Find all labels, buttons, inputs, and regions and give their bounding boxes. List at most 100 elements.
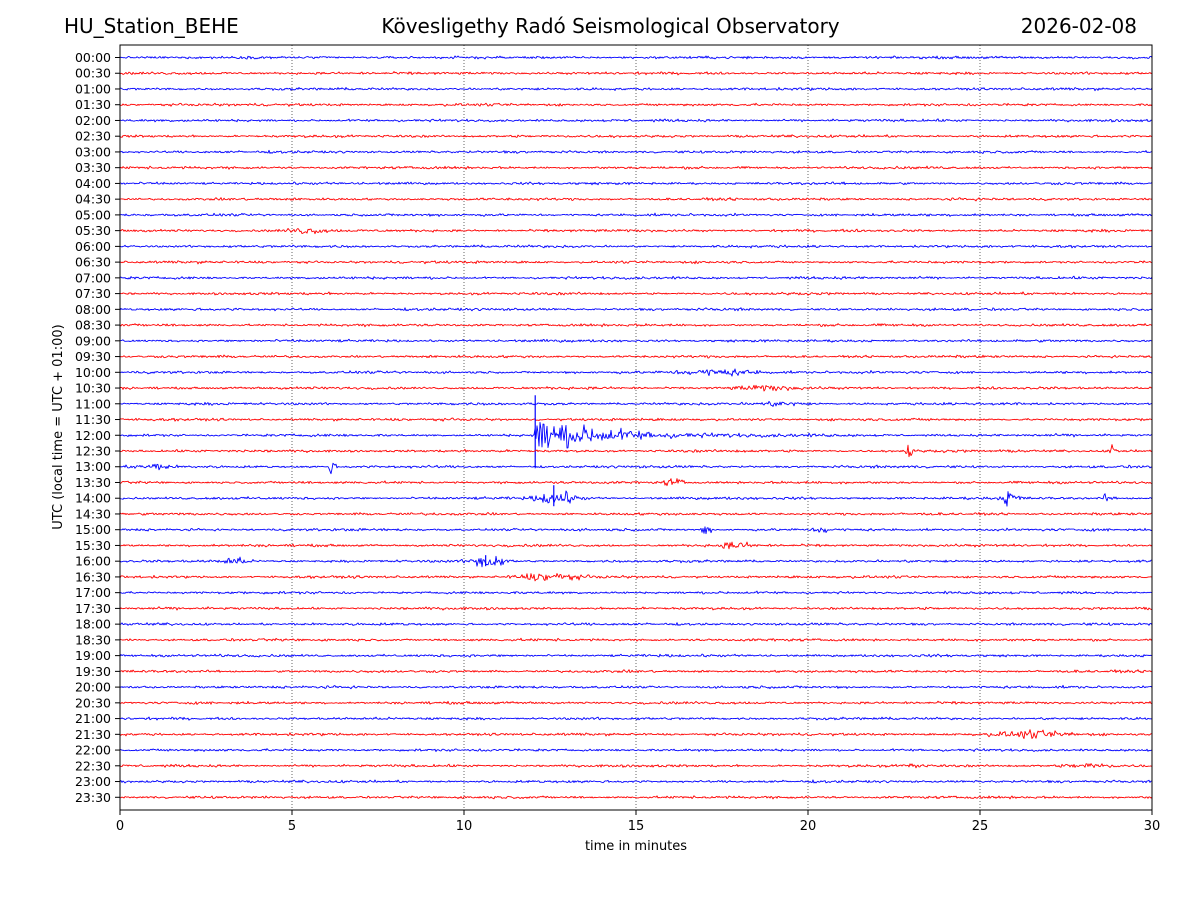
y-tick-label-2300: 23:00 xyxy=(75,774,111,789)
trace-0000 xyxy=(119,55,1153,60)
x-tick-label-20: 20 xyxy=(800,819,817,834)
observatory-title: Kövesligethy Radó Seismological Observat… xyxy=(381,14,840,38)
y-tick-label-1000: 10:00 xyxy=(75,365,111,380)
trace-0200 xyxy=(119,118,1153,123)
y-tick-label-0600: 06:00 xyxy=(75,239,111,254)
y-tick-label-0330: 03:30 xyxy=(75,160,111,175)
x-tick-label-0: 0 xyxy=(116,819,124,834)
trace-2200 xyxy=(119,748,1153,752)
trace-0300 xyxy=(119,149,1153,154)
trace-1330 xyxy=(119,478,1153,487)
trace-0430 xyxy=(119,197,1153,202)
y-tick-label-0100: 01:00 xyxy=(75,81,111,96)
trace-1030 xyxy=(119,384,1153,392)
y-tick-label-1130: 11:30 xyxy=(75,412,111,427)
trace-0530 xyxy=(119,227,1153,235)
x-axis-ticks: 0 5 10 15 20 25 30 xyxy=(116,810,1160,834)
trace-1130 xyxy=(119,417,1153,422)
y-tick-label-2330: 23:30 xyxy=(75,790,111,805)
trace-2030 xyxy=(119,700,1153,705)
y-tick-label-2100: 21:00 xyxy=(75,711,111,726)
trace-0900 xyxy=(119,338,1153,343)
y-tick-label-1600: 16:00 xyxy=(75,554,111,569)
y-tick-label-0030: 00:30 xyxy=(75,66,111,81)
y-tick-label-1900: 19:00 xyxy=(75,648,111,663)
trace-0230 xyxy=(119,134,1153,139)
y-tick-label-1830: 18:30 xyxy=(75,632,111,647)
y-tick-label-1530: 15:30 xyxy=(75,538,111,553)
x-tick-label-30: 30 xyxy=(1144,819,1161,834)
trace-1430 xyxy=(119,512,1153,516)
trace-1900 xyxy=(119,653,1153,658)
y-tick-label-0130: 01:30 xyxy=(75,97,111,112)
trace-0100 xyxy=(119,86,1153,92)
x-tick-label-15: 15 xyxy=(628,819,645,834)
y-tick-label-1030: 10:30 xyxy=(75,381,111,396)
trace-1230 xyxy=(119,444,1153,458)
trace-1730 xyxy=(119,606,1153,611)
trace-0400 xyxy=(119,181,1153,186)
trace-0830 xyxy=(119,323,1153,328)
y-tick-label-1700: 17:00 xyxy=(75,585,111,600)
y-tick-label-2030: 20:30 xyxy=(75,695,111,710)
y-tick-label-1930: 19:30 xyxy=(75,664,111,679)
trace-2000 xyxy=(119,684,1153,690)
trace-1400 xyxy=(119,490,1153,507)
x-axis-label: time in minutes xyxy=(585,839,687,854)
y-tick-label-0200: 02:00 xyxy=(75,113,111,128)
trace-1100 xyxy=(119,400,1153,407)
trace-2300 xyxy=(119,779,1153,784)
y-tick-label-2130: 21:30 xyxy=(75,727,111,742)
y-tick-label-1630: 16:30 xyxy=(75,569,111,584)
y-axis-label: UTC (local time = UTC + 01:00) xyxy=(51,324,66,529)
trace-1930 xyxy=(119,669,1153,674)
trace-1630 xyxy=(119,573,1153,582)
trace-1000 xyxy=(119,368,1153,377)
x-tick-label-25: 25 xyxy=(972,819,989,834)
trace-1800 xyxy=(119,622,1153,627)
y-tick-label-0930: 09:30 xyxy=(75,349,111,364)
trace-group xyxy=(119,55,1153,800)
trace-2230 xyxy=(119,763,1153,769)
trace-0500 xyxy=(119,212,1153,217)
trace-0630 xyxy=(119,260,1153,265)
y-tick-label-0300: 03:00 xyxy=(75,144,111,159)
trace-0700 xyxy=(119,275,1153,280)
y-tick-label-2000: 20:00 xyxy=(75,680,111,695)
trace-1600 xyxy=(119,555,1153,568)
trace-2100 xyxy=(119,716,1153,721)
trace-2330 xyxy=(119,795,1153,800)
y-tick-label-1430: 14:30 xyxy=(75,506,111,521)
y-tick-label-0530: 05:30 xyxy=(75,223,111,238)
trace-0130 xyxy=(119,102,1153,107)
y-tick-label-0730: 07:30 xyxy=(75,286,111,301)
trace-0030 xyxy=(119,71,1153,76)
trace-2130 xyxy=(119,729,1153,739)
y-tick-label-1300: 13:00 xyxy=(75,459,111,474)
trace-0800 xyxy=(119,307,1153,312)
trace-1830 xyxy=(119,637,1153,642)
station-title: HU_Station_BEHE xyxy=(64,14,239,38)
grid-lines xyxy=(291,45,981,810)
y-axis-ticks: 00:0000:3001:0001:3002:0002:3003:0003:30… xyxy=(75,50,120,805)
trace-1700 xyxy=(119,590,1153,595)
y-tick-label-1330: 13:30 xyxy=(75,475,111,490)
y-tick-label-1500: 15:00 xyxy=(75,522,111,537)
x-tick-label-10: 10 xyxy=(456,819,473,834)
y-tick-label-0230: 02:30 xyxy=(75,129,111,144)
y-tick-label-2230: 22:30 xyxy=(75,758,111,773)
y-tick-label-1400: 14:00 xyxy=(75,491,111,506)
trace-0930 xyxy=(119,354,1153,359)
y-tick-label-1800: 18:00 xyxy=(75,617,111,632)
y-tick-label-0700: 07:00 xyxy=(75,270,111,285)
y-tick-label-0430: 04:30 xyxy=(75,192,111,207)
date-title: 2026-02-08 xyxy=(1020,14,1137,38)
y-tick-label-0000: 00:00 xyxy=(75,50,111,65)
y-tick-label-1200: 12:00 xyxy=(75,428,111,443)
y-tick-label-1230: 12:30 xyxy=(75,444,111,459)
trace-0330 xyxy=(119,165,1153,170)
x-tick-label-5: 5 xyxy=(288,819,296,834)
trace-1500 xyxy=(119,526,1153,535)
y-tick-label-0830: 08:30 xyxy=(75,318,111,333)
